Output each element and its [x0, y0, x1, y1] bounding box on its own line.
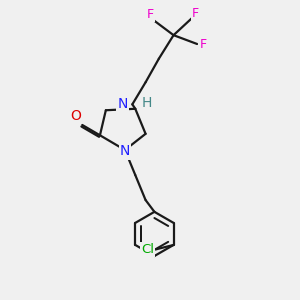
- Text: F: F: [192, 7, 199, 20]
- Text: N: N: [120, 145, 130, 158]
- Text: H: H: [141, 97, 152, 110]
- Text: N: N: [118, 98, 128, 111]
- Text: F: F: [200, 38, 207, 50]
- Text: F: F: [146, 8, 154, 21]
- Text: Cl: Cl: [141, 243, 154, 256]
- Text: O: O: [70, 109, 81, 123]
